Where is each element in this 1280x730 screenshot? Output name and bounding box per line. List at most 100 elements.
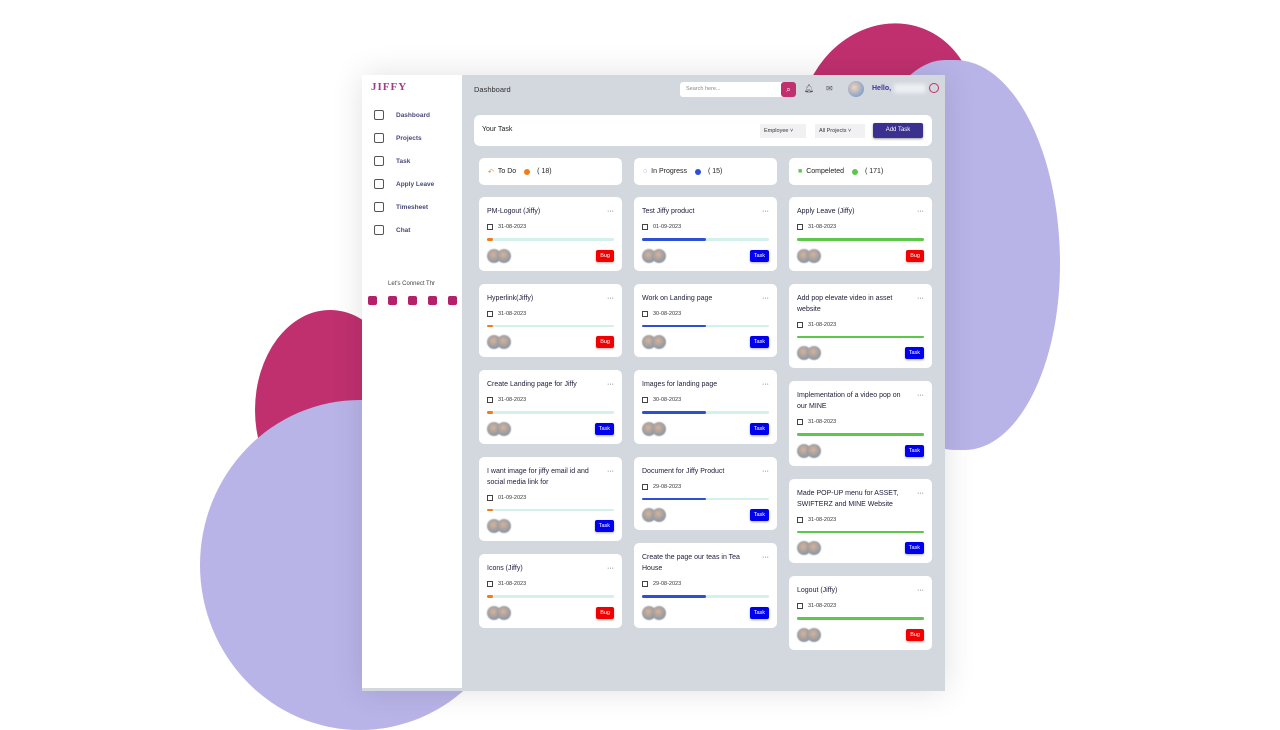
assignee-avatars (642, 421, 666, 436)
sidebar-item-dashboard[interactable]: Dashboard (374, 110, 430, 120)
task-card[interactable]: Apply Leave (Jiffy) ··· 31-08-2023 Bug (789, 197, 932, 271)
task-type-badge: Bug (906, 628, 924, 641)
task-card[interactable]: Images for landing page ··· 30-08-2023 T… (634, 370, 777, 444)
calendar-icon (487, 581, 493, 587)
greeting: Hello, (872, 85, 892, 92)
task-date-value: 31-08-2023 (498, 581, 527, 587)
progress-bar (487, 508, 614, 511)
column-header: ■ Compeleted ( 171) (789, 158, 932, 185)
task-title: Create the page our teas in Tea House (642, 554, 740, 572)
sidebar-item-apply-leave[interactable]: Apply Leave (374, 179, 434, 189)
avatar[interactable] (848, 81, 864, 97)
instagram-icon[interactable] (408, 296, 417, 305)
more-options-icon[interactable]: ··· (607, 208, 614, 215)
task-title: Images for landing page (642, 381, 718, 388)
task-title: Create Landing page for Jiffy (487, 381, 577, 388)
task-card[interactable]: Test Jiffy product ··· 01-09-2023 Task (634, 197, 777, 271)
progress-bar (642, 411, 769, 414)
progress-bar (487, 238, 614, 241)
task-card[interactable]: Document for Jiffy Product ··· 29-08-202… (634, 456, 777, 530)
calendar-icon (487, 310, 493, 317)
task-type-badge: Bug (596, 249, 614, 262)
more-options-icon[interactable]: ··· (917, 208, 924, 215)
more-options-icon[interactable]: ··· (607, 294, 614, 302)
progress-fill (797, 530, 924, 533)
task-title: Document for Jiffy Product (642, 467, 725, 475)
task-title: Test Jiffy product (642, 208, 695, 215)
task-date: 30-08-2023 (642, 397, 769, 403)
task-title: Hyperlink(Jiffy) (487, 294, 534, 302)
sidebar-item-label: Task (396, 157, 411, 165)
more-options-icon[interactable]: ··· (762, 467, 769, 475)
windows-icon[interactable] (368, 296, 377, 305)
progress-fill (642, 238, 706, 241)
more-options-icon[interactable]: ··· (917, 489, 924, 497)
task-card[interactable]: Icons (Jiffy) ··· 31-08-2023 Bug (479, 554, 622, 628)
task-type-badge: Task (749, 509, 769, 521)
task-card[interactable]: I want image for jiffy email id and soci… (479, 456, 622, 541)
task-date-value: 30-08-2023 (653, 310, 682, 317)
task-date-value: 30-08-2023 (653, 397, 682, 403)
column-count: ( 18) (537, 168, 552, 175)
task-date-value: 01-09-2023 (653, 224, 682, 230)
task-card[interactable]: Hyperlink(Jiffy) ··· 31-08-2023 Bug (479, 283, 622, 357)
sidebar-item-task[interactable]: Task (374, 156, 410, 166)
task-card[interactable]: Add pop elevate video in asset website ·… (789, 283, 932, 368)
search-input[interactable]: Search here... ⌕ (680, 82, 796, 97)
employee-select[interactable]: Employee ˅ (760, 124, 806, 138)
task-type-badge: Bug (596, 606, 614, 619)
calendar-icon (487, 494, 493, 501)
sidebar-item-timesheet[interactable]: Timesheet (374, 202, 428, 212)
column-header: ◌ In Progress ( 15) (634, 158, 777, 185)
progress-bar (642, 324, 769, 327)
app-window: JIFFY Dashboard Projects Task Apply Leave Ti… (362, 75, 945, 691)
progress-bar (797, 617, 924, 620)
more-options-icon[interactable]: ··· (762, 294, 769, 302)
task-card[interactable]: Create the page our teas in Tea House ··… (634, 543, 777, 628)
task-title: Logout (Jiffy) (797, 587, 838, 594)
task-card[interactable]: Implementation of a video pop on our MIN… (789, 381, 932, 466)
bell-icon[interactable]: 🔔︎ (804, 84, 815, 93)
more-options-icon[interactable]: ··· (917, 587, 924, 594)
task-type-badge: Task (904, 542, 924, 554)
sidebar-item-projects[interactable]: Projects (374, 133, 422, 143)
task-card[interactable]: Made POP-UP menu for ASSET, SWIFTERZ and… (789, 478, 932, 563)
emoji-icon[interactable] (929, 83, 939, 93)
task-card[interactable]: PM-Logout (Jiffy) ··· 31-08-2023 Bug (479, 197, 622, 271)
more-options-icon[interactable]: ··· (917, 392, 924, 399)
task-title: Apply Leave (Jiffy) (797, 208, 855, 215)
more-options-icon[interactable]: ··· (607, 381, 614, 388)
youtube-icon[interactable] (428, 296, 437, 305)
task-type-badge: Bug (596, 336, 614, 348)
projects-select[interactable]: All Projects ˅ (815, 124, 865, 138)
more-options-icon[interactable]: ··· (917, 294, 924, 302)
sidebar-item-chat[interactable]: Chat (374, 225, 410, 235)
task-date: 29-08-2023 (642, 581, 769, 587)
assignee-avatars (642, 508, 666, 522)
more-options-icon[interactable]: ··· (762, 554, 769, 561)
calendar-icon (797, 419, 803, 425)
whatsapp-icon[interactable] (448, 296, 457, 305)
search-button[interactable]: ⌕ (781, 82, 796, 97)
more-options-icon[interactable]: ··· (607, 467, 614, 475)
twitter-icon[interactable] (388, 296, 397, 305)
more-options-icon[interactable]: ··· (607, 565, 614, 572)
task-date: 31-08-2023 (797, 603, 924, 609)
task-type-badge: Task (749, 249, 769, 262)
task-card[interactable]: Create Landing page for Jiffy ··· 31-08-… (479, 370, 622, 444)
add-task-button[interactable]: Add Task (873, 123, 923, 138)
progress-fill (642, 595, 706, 598)
task-date: 29-08-2023 (642, 483, 769, 490)
column-title: Compeleted (806, 168, 844, 175)
task-card[interactable]: Work on Landing page ··· 30-08-2023 Task (634, 283, 777, 357)
task-card[interactable]: Logout (Jiffy) ··· 31-08-2023 Bug (789, 576, 932, 650)
more-options-icon[interactable]: ··· (762, 381, 769, 388)
mail-icon[interactable]: ✉ (826, 84, 833, 93)
projects-select-value: All Projects (819, 128, 847, 134)
task-type-badge: Task (749, 422, 769, 435)
sidebar-item-label: Projects (396, 134, 422, 142)
task-date: 31-08-2023 (487, 581, 614, 587)
assignee-avatars (797, 346, 821, 360)
more-options-icon[interactable]: ··· (762, 208, 769, 215)
task-date: 31-08-2023 (487, 224, 614, 230)
